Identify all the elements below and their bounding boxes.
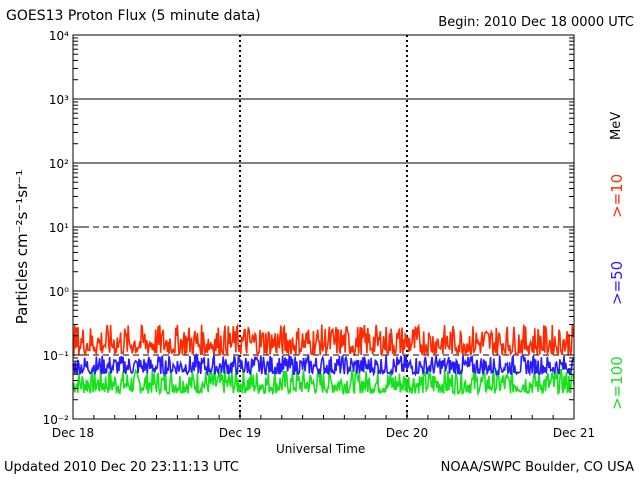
- y-tick-label: 10³: [49, 93, 69, 107]
- chart-title: GOES13 Proton Flux (5 minute data): [6, 8, 261, 24]
- x-tick-label: Dec 19: [219, 426, 261, 440]
- series-line-50mev: [72, 352, 575, 377]
- x-tick-label: Dec 21: [553, 426, 595, 440]
- y-tick-label: 10¹: [49, 221, 69, 235]
- y-tick-label: 10⁻¹: [43, 349, 70, 363]
- y-tick-label: 10⁻²: [43, 413, 70, 427]
- begin-time: Begin: 2010 Dec 18 0000 UTC: [438, 15, 634, 30]
- x-tick-label: Dec 18: [52, 426, 94, 440]
- updated-time: Updated 2010 Dec 20 23:11:13 UTC: [4, 460, 239, 475]
- y-tick-label: 10²: [49, 157, 69, 171]
- x-tick-label: Dec 20: [386, 426, 428, 440]
- series-line-10mev: [72, 322, 575, 359]
- y-tick-label: 10⁴: [49, 29, 69, 43]
- credit-line: NOAA/SWPC Boulder, CO USA: [440, 460, 634, 475]
- x-axis-label: Universal Time: [276, 442, 366, 456]
- y-tick-label: 10⁰: [49, 285, 69, 299]
